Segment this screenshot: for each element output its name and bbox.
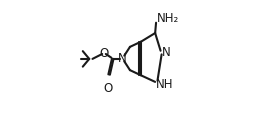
Text: O: O xyxy=(103,81,112,95)
Text: NH₂: NH₂ xyxy=(157,12,179,25)
Text: O: O xyxy=(99,47,108,60)
Text: N: N xyxy=(118,52,126,65)
Text: N: N xyxy=(162,46,171,59)
Text: NH: NH xyxy=(156,78,174,91)
